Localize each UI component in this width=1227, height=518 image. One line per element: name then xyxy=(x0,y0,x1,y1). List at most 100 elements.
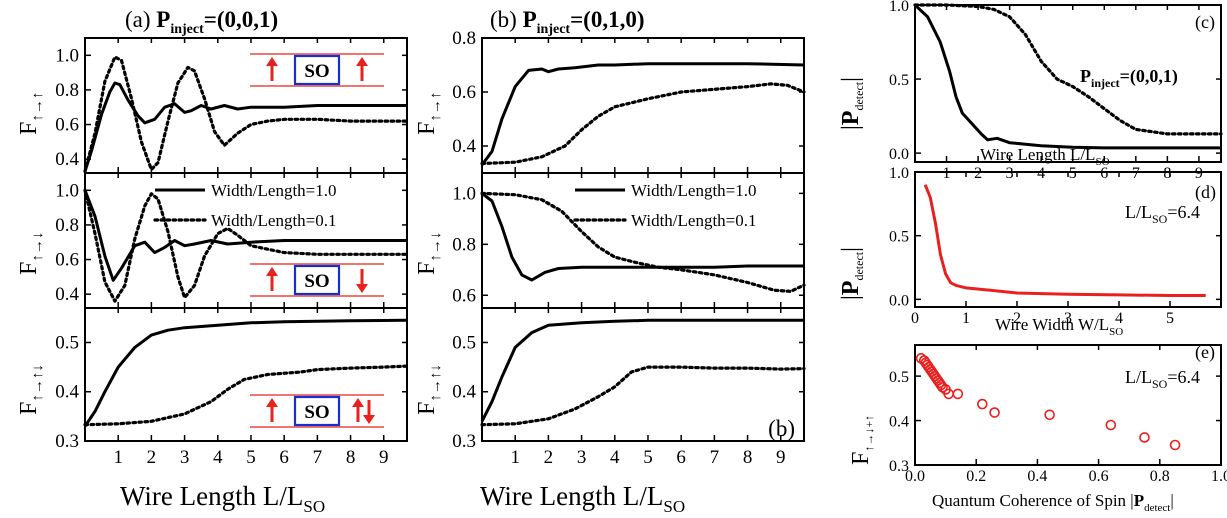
xtick-label-a3: 3 xyxy=(180,447,190,468)
ytick-label-a2: 0.8 xyxy=(55,215,79,236)
svg-text:F↑→↑↓: F↑→↑↓ xyxy=(414,364,444,415)
plot-c: 1 2 3 4 5 6 7 8 9 0.0 0.5 1.0 xyxy=(889,0,1223,182)
series-line-b3-1 xyxy=(480,365,806,427)
plot-a1: 0.4 0.6 0.8 1.0 xyxy=(55,37,409,174)
so-box xyxy=(293,395,341,427)
ytick-label-e: 0.3 xyxy=(889,458,909,475)
ytick-label-a3: 0.3 xyxy=(55,431,79,452)
xtick-label-d: 4 xyxy=(1115,310,1123,327)
axes-frame-c xyxy=(914,4,1222,163)
so-schematic-a3: SO xyxy=(250,394,384,428)
data-point-e xyxy=(989,407,1000,418)
data-point-e xyxy=(1105,419,1117,431)
xtick-label-a3: 2 xyxy=(147,447,157,468)
ytick-label-c: 0.5 xyxy=(889,72,909,89)
xtick-label-c: 3 xyxy=(1006,165,1014,182)
series-line-a3-0 xyxy=(83,318,408,428)
svg-text:|Pdetect|: |Pdetect| xyxy=(838,247,866,300)
series-line-a3-1 xyxy=(83,364,409,427)
xtick-label-b3: 1 xyxy=(510,447,520,468)
ytick-label-b2: 0.8 xyxy=(452,234,476,255)
ytick-label-b3: 0.5 xyxy=(452,332,476,353)
ylabel-b3: F↑→↑↓ xyxy=(414,364,444,415)
legend-solid-label: Width/Length=1.0 xyxy=(211,181,337,200)
legend-dotted-label: Width/Length=0.1 xyxy=(631,211,757,230)
xlabel-a: Wire Length L/LSO xyxy=(120,481,325,516)
ytick-label-c: 1.0 xyxy=(889,0,909,15)
ytick-label-d: 0.5 xyxy=(889,229,909,246)
data-point-e xyxy=(1169,439,1181,451)
xtick-label-a3: 4 xyxy=(213,447,223,468)
ylabel-a2: F↑→↓ xyxy=(16,232,46,275)
xtick-label-b3: 2 xyxy=(544,447,554,468)
ylabel-a1: F↑→↑ xyxy=(16,92,46,135)
svg-text:F↑→↑: F↑→↑ xyxy=(16,92,46,135)
xtick-label-e: 0.2 xyxy=(966,468,986,485)
arrow-head-icon xyxy=(356,284,368,293)
ylabel-a3: F↑→↑↓ xyxy=(16,364,46,415)
data-point-e xyxy=(1044,409,1055,421)
plot-a3: 1 2 3 4 5 6 7 8 9 0.3 0.4 0.5 xyxy=(55,307,409,468)
arrow-head-icon xyxy=(266,267,278,276)
xtick-label-d: 5 xyxy=(1166,310,1174,327)
data-point-e xyxy=(977,398,988,410)
xtick-label-c: 5 xyxy=(1069,165,1077,182)
annotation-c: Pinject=(0,0,1) xyxy=(1080,66,1178,90)
axes-frame-b3 xyxy=(481,307,805,442)
xtick-label-a3: 5 xyxy=(246,447,256,468)
legend-dotted-label: Width/Length=0.1 xyxy=(211,211,337,230)
series-line-c-0 xyxy=(913,3,1221,150)
xtick-label-d: 2 xyxy=(1013,310,1021,327)
series-line-d-0 xyxy=(923,184,1206,297)
ytick-label-a3: 0.4 xyxy=(55,382,79,403)
plot-b3: 1 2 3 4 5 6 7 8 9 0.3 0.4 0.5 xyxy=(452,307,806,468)
series-line-a2-1 xyxy=(83,188,409,303)
ytick-label-b3: 0.4 xyxy=(452,382,476,403)
plot-d: 0 1 2 3 4 5 0.0 0.5 1.0 xyxy=(889,165,1222,327)
svg-text:|Pdetect|: |Pdetect| xyxy=(838,77,866,130)
xtick-label-a3: 7 xyxy=(313,447,323,468)
ytick-label-d: 0.0 xyxy=(889,292,909,309)
panel-a-title: (a) Pinject=(0,0,1) xyxy=(125,7,278,37)
so-schematic-a1: SO xyxy=(250,53,384,87)
arrow-head-icon xyxy=(363,415,375,424)
xtick-label-a3: 6 xyxy=(279,447,289,468)
axes-frame-a3 xyxy=(84,307,408,442)
ytick-label-b1: 0.8 xyxy=(452,28,476,49)
xlabel-d: Wire Width W/LSO xyxy=(995,315,1123,338)
xtick-label-c: 8 xyxy=(1163,165,1171,182)
ytick-label-a1: 0.6 xyxy=(55,115,79,136)
xtick-label-c: 4 xyxy=(1037,165,1045,182)
so-schematic-a2: SO xyxy=(250,263,384,297)
so-box xyxy=(293,264,341,296)
xtick-label-e: 0.0 xyxy=(905,468,925,485)
xtick-label-c: 7 xyxy=(1132,165,1140,182)
xtick-label-e: 0.6 xyxy=(1089,468,1109,485)
data-point-e xyxy=(952,388,964,400)
xtick-label-e: 0.4 xyxy=(1027,468,1047,485)
xtick-label-b3: 7 xyxy=(710,447,720,468)
series-line-b2-1 xyxy=(480,191,806,293)
ytick-label-b3: 0.3 xyxy=(452,431,476,452)
series-line-a1-0 xyxy=(83,81,407,172)
data-point-e xyxy=(937,381,948,393)
axes-frame-e xyxy=(914,344,1222,466)
ytick-label-b1: 0.4 xyxy=(452,136,476,157)
xtick-label-a3: 8 xyxy=(346,447,356,468)
panel-b-title: (b) Pinject=(0,1,0) xyxy=(490,7,645,37)
xtick-label-b3: 6 xyxy=(676,447,686,468)
svg-text:F↑→↓: F↑→↓ xyxy=(414,232,444,275)
panel-c-tag: (c) xyxy=(1195,12,1215,33)
svg-text:F↑→↑: F↑→↑ xyxy=(414,92,444,135)
ytick-label-d: 1.0 xyxy=(889,165,909,182)
ytick-label-c: 0.0 xyxy=(889,146,909,163)
arrow-head-icon xyxy=(356,57,368,66)
xtick-label-d: 0 xyxy=(911,310,919,327)
xtick-label-e: 1.0 xyxy=(1211,468,1227,485)
ytick-label-a2: 0.6 xyxy=(55,250,79,271)
svg-text:F↑→↓+↑: F↑→↓+↑ xyxy=(848,415,876,465)
xtick-label-c: 2 xyxy=(974,165,982,182)
ylabel-c: |Pdetect| xyxy=(838,77,866,130)
annotation-e: L/LSO=6.4 xyxy=(1125,367,1200,391)
so-box xyxy=(293,54,341,86)
